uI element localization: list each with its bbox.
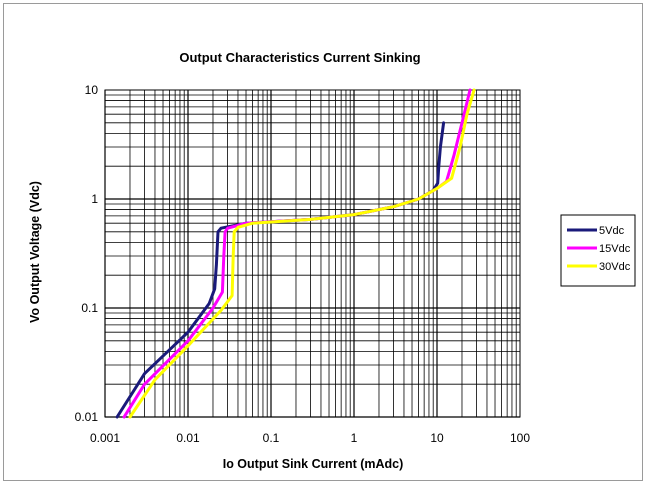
- legend-box: [560, 214, 636, 287]
- x-tick-label: 0.1: [263, 431, 280, 445]
- x-tick-label: 10: [430, 431, 444, 445]
- y-tick-label: 0.01: [75, 410, 99, 424]
- x-axis-label: Io Output Sink Current (mAdc): [223, 457, 404, 471]
- legend-label: 5Vdc: [599, 225, 625, 237]
- legend-label: 15Vdc: [599, 243, 631, 255]
- x-tick-label: 0.01: [176, 431, 200, 445]
- tick-labels: 0.001 0.01 0.1 1 10 100 0.01 0.1 1 10: [75, 83, 531, 445]
- y-tick-label: 10: [85, 83, 99, 97]
- series-lines: [115, 88, 476, 419]
- series-line: [122, 88, 472, 419]
- x-tick-label: 0.001: [90, 431, 120, 445]
- series-line: [128, 88, 476, 419]
- y-tick-label: 1: [91, 192, 98, 206]
- plot-area: [104, 89, 521, 418]
- legend-label: 30Vdc: [599, 261, 631, 273]
- legend: 5Vdc 15Vdc 30Vdc: [560, 214, 636, 287]
- chart-title: Output Characteristics Current Sinking: [179, 50, 420, 65]
- x-tick-label: 100: [510, 431, 530, 445]
- y-tick-label: 0.1: [81, 301, 98, 315]
- x-tick-label: 1: [351, 431, 358, 445]
- series-line: [115, 121, 446, 419]
- y-axis-label: Vo Output Voltage (Vdc): [28, 181, 42, 323]
